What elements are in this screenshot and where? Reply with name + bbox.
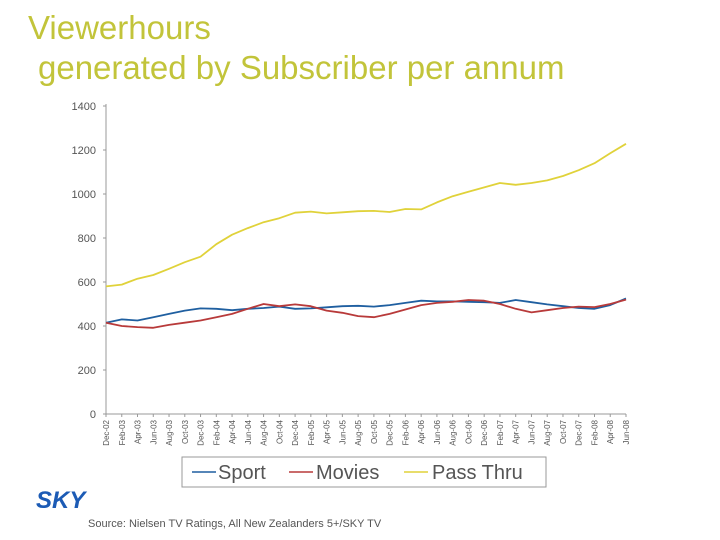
title-line-1: Viewerhours <box>28 9 211 46</box>
x-tick-label: Jun-06 <box>433 419 442 444</box>
sky-logo-text: SKY <box>36 487 87 514</box>
x-tick-label: Jun-03 <box>149 419 158 444</box>
x-tick-label: Dec-04 <box>291 419 300 445</box>
x-tick-label: Jun-08 <box>622 419 631 444</box>
x-tick-label: Apr-03 <box>134 419 143 444</box>
x-tick-label: Oct-05 <box>370 419 379 444</box>
x-tick-label: Feb-06 <box>401 419 410 445</box>
series-line-movies <box>105 298 627 329</box>
x-tick-label: Aug-07 <box>543 419 552 445</box>
x-tick-label: Oct-03 <box>181 419 190 444</box>
x-tick-label: Aug-03 <box>165 419 174 445</box>
legend-label-sport: Sport <box>218 462 266 484</box>
x-tick-label: Oct-06 <box>464 419 473 444</box>
x-tick-label: Jun-04 <box>244 419 253 444</box>
x-tick-label: Dec-06 <box>480 419 489 445</box>
y-tick-label: 1400 <box>72 101 96 113</box>
x-tick-label: Apr-06 <box>417 419 426 444</box>
x-tick-label: Feb-03 <box>118 419 127 445</box>
page-title: Viewerhours generated by Subscriber per … <box>28 8 708 88</box>
series-line-sport <box>105 297 627 324</box>
x-tick-label: Oct-04 <box>275 419 284 444</box>
x-tick-label: Feb-08 <box>590 419 599 445</box>
source-note: Source: Nielsen TV Ratings, All New Zeal… <box>88 518 382 530</box>
x-tick-label: Dec-03 <box>197 419 206 445</box>
y-tick-label: 400 <box>78 321 96 333</box>
x-tick-label: Feb-05 <box>307 419 316 445</box>
x-tick-label: Jun-05 <box>338 419 347 444</box>
x-tick-label: Feb-07 <box>496 419 505 445</box>
title-line-2: generated by Subscriber per annum <box>38 49 565 86</box>
x-tick-label: Jun-07 <box>527 419 536 444</box>
y-tick-label: 1000 <box>72 189 96 201</box>
x-tick-label: Apr-05 <box>323 419 332 444</box>
legend-box <box>181 456 547 488</box>
y-tick-label: 0 <box>90 409 96 421</box>
series-line-pass-thru <box>105 143 627 288</box>
x-tick-label: Aug-05 <box>354 419 363 445</box>
x-tick-label: Apr-07 <box>512 419 521 444</box>
legend-label-movies: Movies <box>316 462 379 484</box>
y-tick-label: 1200 <box>72 145 96 157</box>
y-tick-label: 600 <box>78 277 96 289</box>
x-tick-label: Apr-08 <box>606 419 615 444</box>
x-tick-label: Dec-05 <box>386 419 395 445</box>
x-tick-label: Dec-07 <box>575 419 584 445</box>
y-tick-label: 800 <box>78 233 96 245</box>
x-tick-label: Feb-04 <box>212 419 221 445</box>
x-tick-label: Apr-04 <box>228 419 237 444</box>
x-tick-label: Aug-04 <box>260 419 269 445</box>
y-tick-label: 200 <box>78 365 96 377</box>
sky-logo: SKY <box>36 487 87 514</box>
x-tick-label: Aug-06 <box>449 419 458 445</box>
legend-label-pass-thru: Pass Thru <box>432 462 523 484</box>
x-tick-label: Oct-07 <box>559 419 568 444</box>
x-tick-label: Dec-02 <box>102 419 111 445</box>
